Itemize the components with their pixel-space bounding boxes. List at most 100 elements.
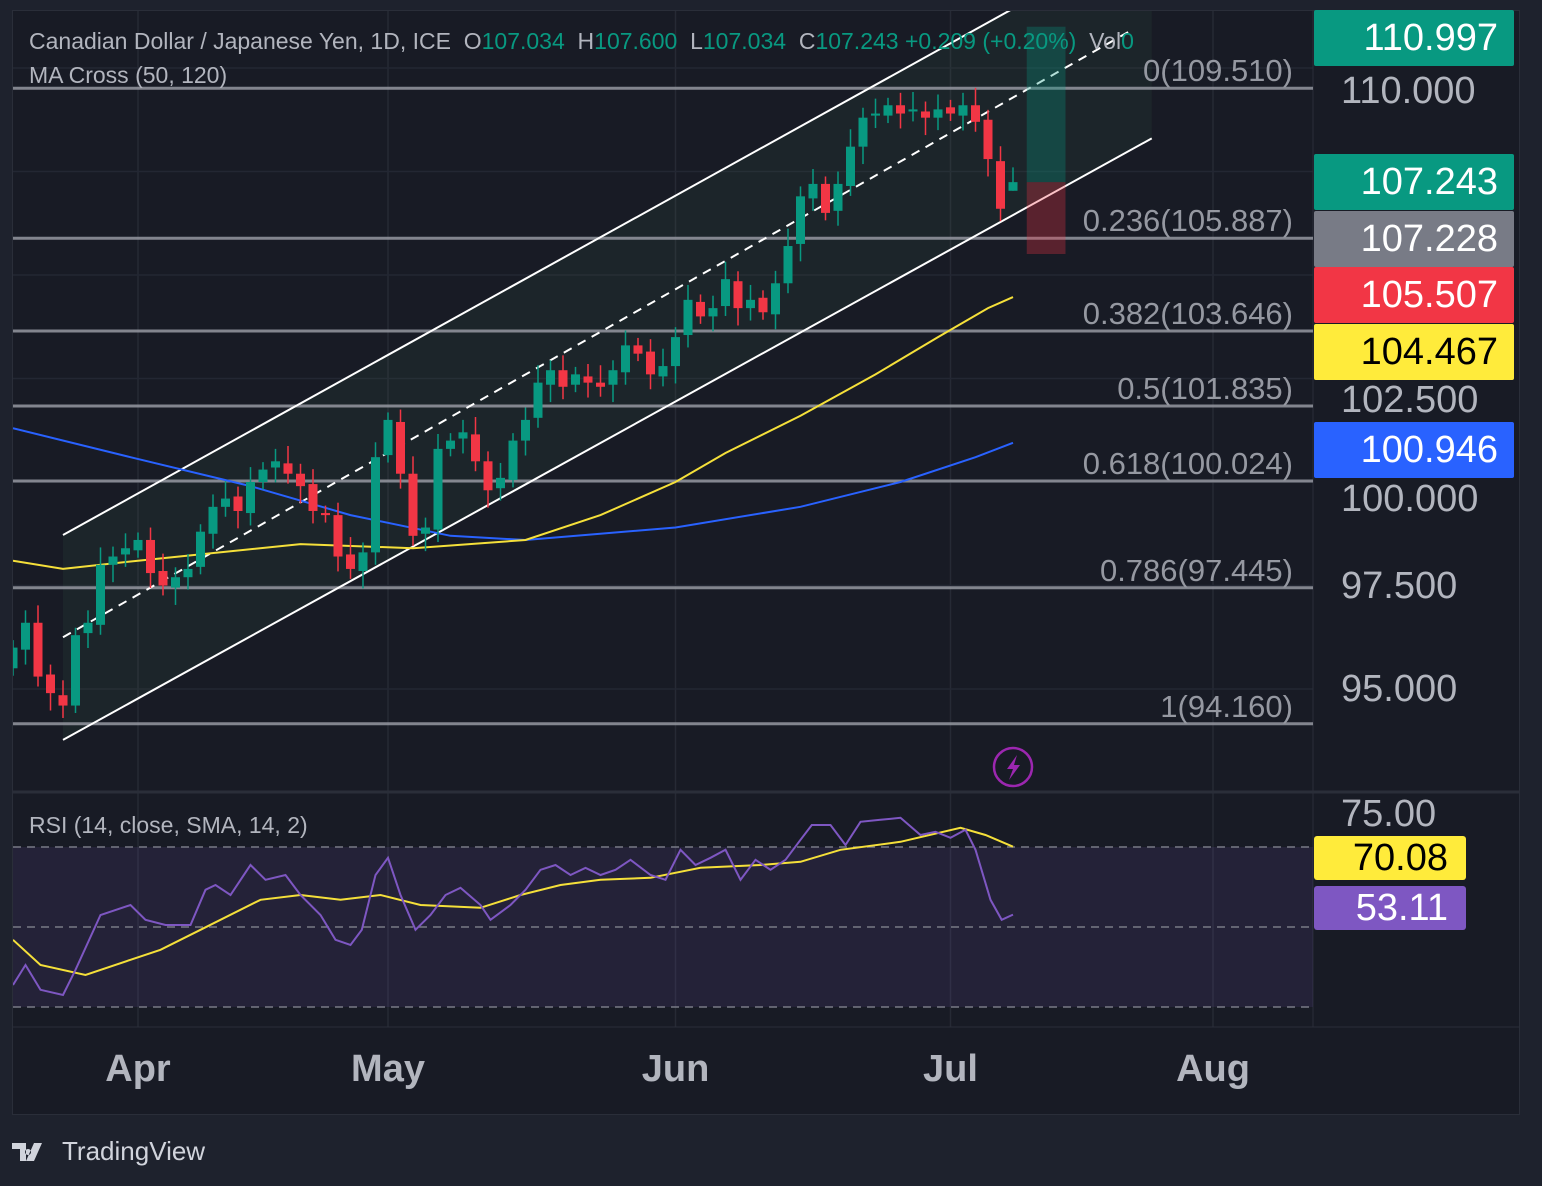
fib-level-label: 0.5(101.835)	[1117, 371, 1293, 406]
candle-up[interactable]	[83, 622, 93, 634]
candle-up[interactable]	[521, 419, 530, 441]
candle-down[interactable]	[596, 382, 605, 387]
low-label: L	[690, 28, 703, 54]
candle-up[interactable]	[546, 370, 555, 385]
candle-up[interactable]	[671, 337, 680, 367]
candle-up[interactable]	[446, 440, 455, 449]
candle-down[interactable]	[896, 105, 905, 114]
candle-up[interactable]	[571, 374, 580, 385]
candle-up[interactable]	[208, 506, 218, 534]
candle-down[interactable]	[321, 513, 330, 516]
candle-down[interactable]	[158, 571, 168, 586]
candle-up[interactable]	[371, 457, 380, 553]
candle-up[interactable]	[533, 382, 543, 418]
candle-down[interactable]	[921, 111, 930, 118]
candle-up[interactable]	[908, 109, 918, 112]
candle-down[interactable]	[333, 515, 343, 557]
candle-up[interactable]	[783, 246, 793, 284]
candle-down[interactable]	[233, 496, 243, 511]
ma-cross-legend[interactable]: MA Cross (50, 120)	[29, 62, 228, 88]
candle-up[interactable]	[221, 498, 230, 507]
channel-upper-line[interactable]	[62, 10, 1011, 536]
candle-up[interactable]	[171, 577, 180, 588]
candle-up[interactable]	[508, 440, 518, 480]
candle-down[interactable]	[408, 473, 418, 536]
time-axis-label: May	[351, 1048, 425, 1090]
candle-down[interactable]	[483, 461, 493, 491]
candle-up[interactable]	[121, 548, 130, 555]
candle-up[interactable]	[808, 183, 818, 199]
candle-down[interactable]	[283, 463, 293, 474]
candle-up[interactable]	[383, 419, 393, 456]
candle-up[interactable]	[958, 105, 968, 116]
candle-up[interactable]	[683, 299, 693, 336]
candle-up[interactable]	[796, 196, 805, 244]
candle-up[interactable]	[608, 370, 618, 385]
candle-down[interactable]	[996, 161, 1005, 209]
candle-down[interactable]	[696, 301, 705, 317]
candle-up[interactable]	[858, 117, 868, 147]
candle-up[interactable]	[721, 279, 730, 307]
lightning-icon[interactable]	[992, 746, 1034, 788]
candle-up[interactable]	[96, 564, 105, 625]
candle-up[interactable]	[771, 283, 780, 315]
candle-down[interactable]	[33, 622, 43, 677]
candle-down[interactable]	[583, 376, 593, 383]
tradingview-logo-icon	[12, 1142, 42, 1161]
candle-down[interactable]	[308, 484, 318, 511]
candle-up[interactable]	[246, 482, 255, 514]
symbol-title[interactable]: Canadian Dollar / Japanese Yen, 1D, ICE	[29, 28, 451, 54]
candle-up[interactable]	[458, 432, 468, 439]
candle-up[interactable]	[433, 448, 443, 530]
candle-down[interactable]	[733, 281, 743, 309]
rsi-legend[interactable]: RSI (14, close, SMA, 14, 2)	[29, 812, 308, 838]
candle-up[interactable]	[658, 366, 668, 377]
candle-up[interactable]	[9, 647, 18, 669]
candle-down[interactable]	[633, 345, 643, 354]
candle-down[interactable]	[758, 297, 768, 313]
candle-up[interactable]	[196, 531, 205, 567]
candle-up[interactable]	[133, 539, 143, 551]
tradingview-logo[interactable]: TradingView	[12, 1136, 205, 1167]
candle-down[interactable]	[296, 473, 305, 487]
candle-down[interactable]	[821, 183, 830, 213]
candle-down[interactable]	[971, 105, 980, 122]
channel-mid-line[interactable]	[62, 29, 1131, 639]
candle-up[interactable]	[421, 527, 430, 534]
candle-up[interactable]	[933, 109, 943, 118]
time-axis-label: Apr	[105, 1048, 171, 1090]
candle-down[interactable]	[46, 674, 55, 694]
candle-up[interactable]	[621, 345, 630, 373]
candle-up[interactable]	[833, 183, 843, 211]
rsi-axis-tick: 75.00	[1341, 793, 1437, 835]
candle-up[interactable]	[883, 105, 893, 116]
candle-down[interactable]	[946, 107, 955, 114]
candle-up[interactable]	[271, 461, 280, 468]
position-stop-zone[interactable]	[1026, 182, 1066, 255]
candle-up[interactable]	[708, 308, 718, 317]
candle-up[interactable]	[358, 552, 368, 572]
candle-up[interactable]	[496, 477, 505, 489]
candle-down[interactable]	[646, 351, 655, 375]
candle-up[interactable]	[746, 299, 755, 309]
candle-up[interactable]	[871, 113, 880, 116]
candle-up[interactable]	[183, 568, 193, 578]
symbol-legend: Canadian Dollar / Japanese Yen, 1D, ICE …	[29, 28, 1134, 54]
candle-down[interactable]	[471, 434, 480, 462]
candle-down[interactable]	[983, 119, 993, 160]
close-label: C	[798, 28, 816, 54]
candle-up[interactable]	[108, 556, 118, 565]
candle-down[interactable]	[346, 554, 355, 569]
candle-down[interactable]	[146, 539, 155, 574]
position-target-zone[interactable]	[1026, 26, 1066, 183]
candle-up[interactable]	[21, 622, 30, 650]
candle-up[interactable]	[846, 146, 855, 186]
candle-up[interactable]	[71, 635, 80, 706]
candle-down[interactable]	[396, 421, 405, 474]
candle-up[interactable]	[1008, 182, 1018, 191]
candle-down[interactable]	[58, 695, 68, 706]
candle-up[interactable]	[258, 469, 268, 482]
channel-lower-line[interactable]	[62, 137, 1153, 741]
candle-down[interactable]	[558, 370, 568, 387]
